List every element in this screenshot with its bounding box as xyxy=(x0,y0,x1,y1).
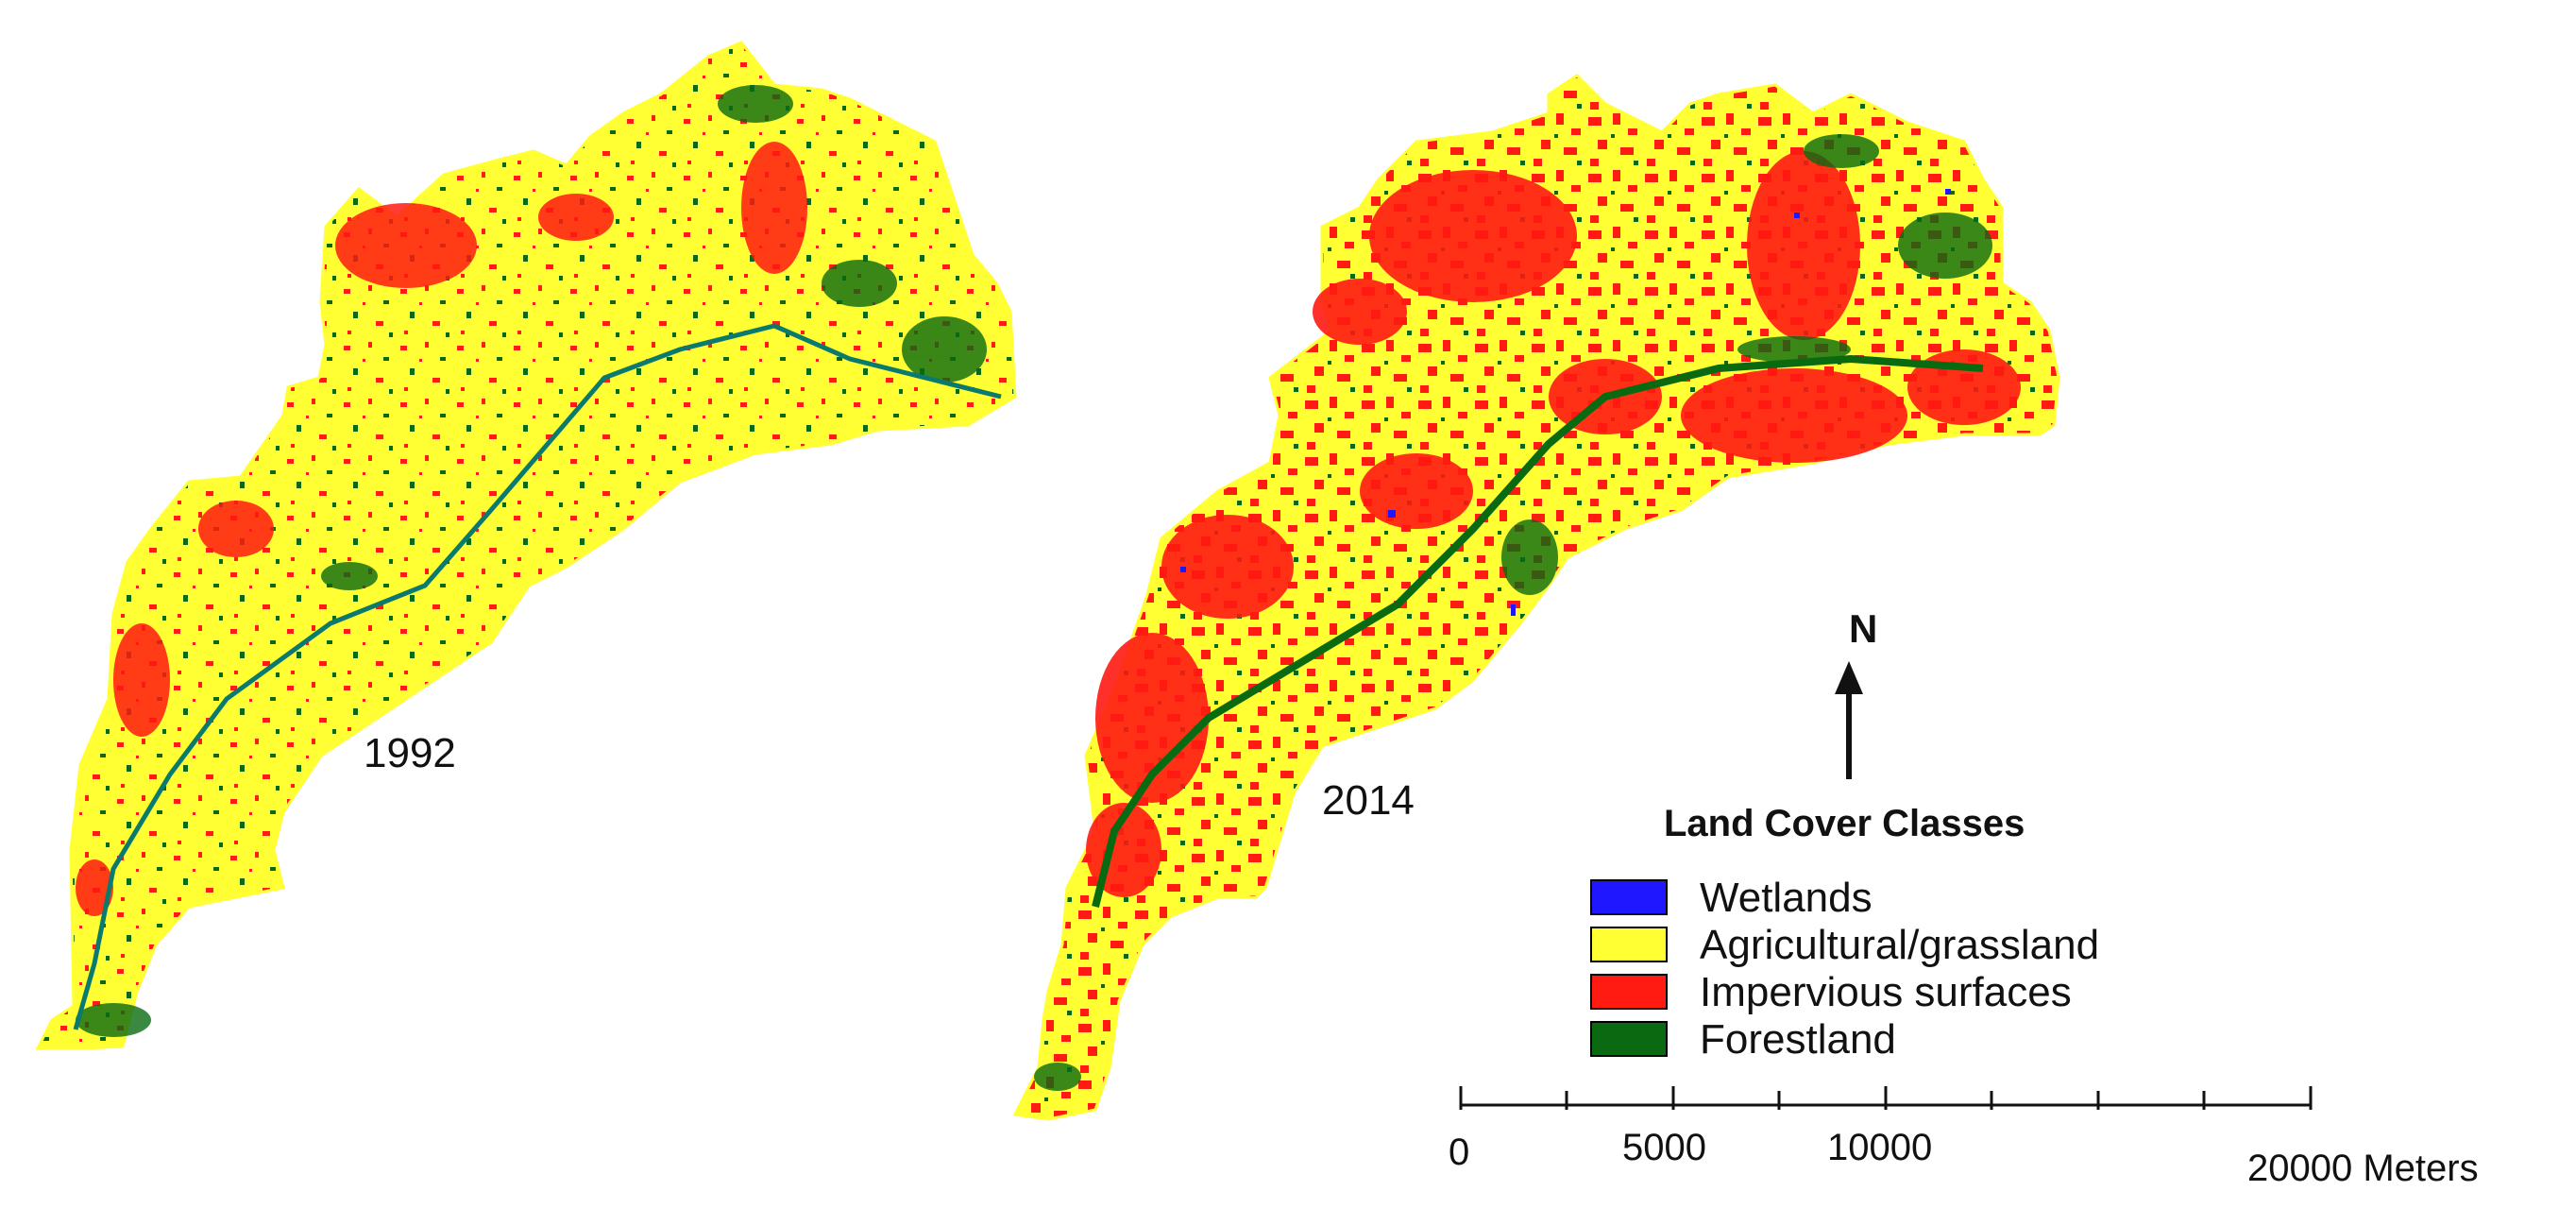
map-1992 xyxy=(35,41,1017,1050)
legend-swatch-impervious xyxy=(1590,974,1668,1010)
scale-bar: 0 5000 10000 20000 Meters xyxy=(1449,1086,2479,1189)
stream-1992 xyxy=(73,323,1002,1030)
year-label-2014: 2014 xyxy=(1322,777,1415,824)
map-2014 xyxy=(1012,74,2060,1121)
north-letter: N xyxy=(1849,606,1877,651)
scale-label-10000: 10000 xyxy=(1827,1127,1932,1168)
scale-label-0: 0 xyxy=(1449,1131,1469,1173)
legend-title: Land Cover Classes xyxy=(1664,803,2025,844)
legend-label-impervious: Impervious surfaces xyxy=(1700,969,2072,1015)
year-label-1992: 1992 xyxy=(364,730,456,776)
legend-label-agricultural: Agricultural/grassland xyxy=(1700,922,2099,968)
scale-label-20000: 20000 Meters xyxy=(2247,1148,2479,1189)
legend-label-forestland: Forestland xyxy=(1700,1016,1896,1063)
legend-label-wetlands: Wetlands xyxy=(1700,875,1873,921)
legend-swatch-agricultural xyxy=(1590,927,1668,962)
scale-label-5000: 5000 xyxy=(1622,1127,1706,1168)
north-arrow: N xyxy=(1835,606,1877,779)
forest-patches-1992 xyxy=(76,85,987,1037)
legend: Land Cover Classes Wetlands Agricultural… xyxy=(1590,803,2099,1063)
impervious-patches-1992 xyxy=(76,142,807,916)
wetland-patches-2014 xyxy=(1180,189,1951,616)
forest-patches-2014 xyxy=(1034,134,1992,1091)
watershed-1992-base xyxy=(35,41,1017,1050)
legend-swatch-wetlands xyxy=(1590,879,1668,915)
stream-2014 xyxy=(1092,354,1984,908)
legend-swatch-forestland xyxy=(1590,1021,1668,1057)
